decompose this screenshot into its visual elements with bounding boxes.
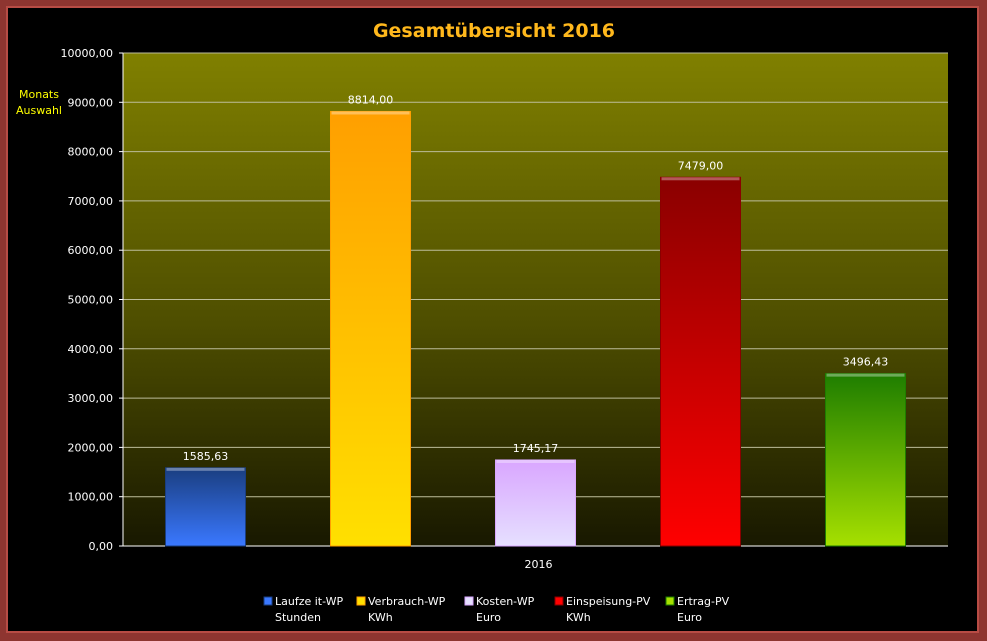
bar (495, 459, 576, 547)
data-label: 3496,43 (843, 356, 889, 369)
gridlines (123, 52, 948, 547)
chart-title: Gesamtübersicht 2016 (373, 20, 615, 42)
side-note-line-1: Monats (19, 88, 59, 101)
legend-unit: Euro (677, 611, 702, 624)
data-labels: 1585,63 8814,00 1745,17 7479,00 3496,43 (183, 93, 889, 462)
data-label: 7479,00 (678, 159, 724, 172)
bar (165, 467, 246, 547)
side-note-line-2: Auswahl (16, 104, 62, 117)
bar-highlight (166, 467, 245, 471)
y-tick-label: 4000,00 (68, 343, 114, 356)
legend-unit: KWh (368, 611, 393, 624)
legend-label: Verbrauch-WP (368, 595, 446, 608)
bar-highlight (661, 177, 740, 181)
y-axis-ticks: 0,00 1000,00 2000,00 3000,00 4000,00 5000,00 6… (61, 47, 124, 553)
data-label: 1745,17 (513, 442, 559, 455)
legend-label: Einspeisung-PV (566, 595, 651, 608)
bar (825, 373, 906, 547)
orange-square-icon (356, 596, 366, 606)
y-tick-label: 7000,00 (68, 195, 114, 208)
y-tick-label: 1000,00 (68, 491, 114, 504)
bar-highlight (331, 111, 410, 115)
x-category-label: 2016 (525, 558, 553, 571)
legend: Laufze it-WP Stunden Verbrauch-WP KWh Kosten… (263, 595, 730, 624)
blue-square-icon (263, 596, 273, 606)
y-tick-label: 0,00 (89, 540, 114, 553)
legend-label: Laufze it-WP (275, 595, 344, 608)
bar (660, 176, 741, 547)
legend-unit: Euro (476, 611, 501, 624)
bars (165, 110, 906, 547)
green-square-icon (665, 596, 675, 606)
lavender-square-icon (464, 596, 474, 606)
y-tick-label: 9000,00 (68, 96, 114, 109)
bar-highlight (826, 373, 905, 377)
y-tick-label: 10000,00 (61, 47, 114, 60)
legend-label: Kosten-WP (476, 595, 535, 608)
y-tick-label: 2000,00 (68, 441, 114, 454)
y-tick-label: 6000,00 (68, 244, 114, 257)
data-label: 8814,00 (348, 93, 394, 106)
legend-label: Ertrag-PV (677, 595, 730, 608)
legend-unit: Stunden (275, 611, 321, 624)
bar (330, 110, 411, 547)
y-tick-label: 5000,00 (68, 294, 114, 307)
bar-highlight (496, 459, 575, 463)
legend-unit: KWh (566, 611, 591, 624)
red-square-icon (554, 596, 564, 606)
y-tick-label: 8000,00 (68, 146, 114, 159)
data-label: 1585,63 (183, 450, 229, 463)
y-tick-label: 3000,00 (68, 392, 114, 405)
